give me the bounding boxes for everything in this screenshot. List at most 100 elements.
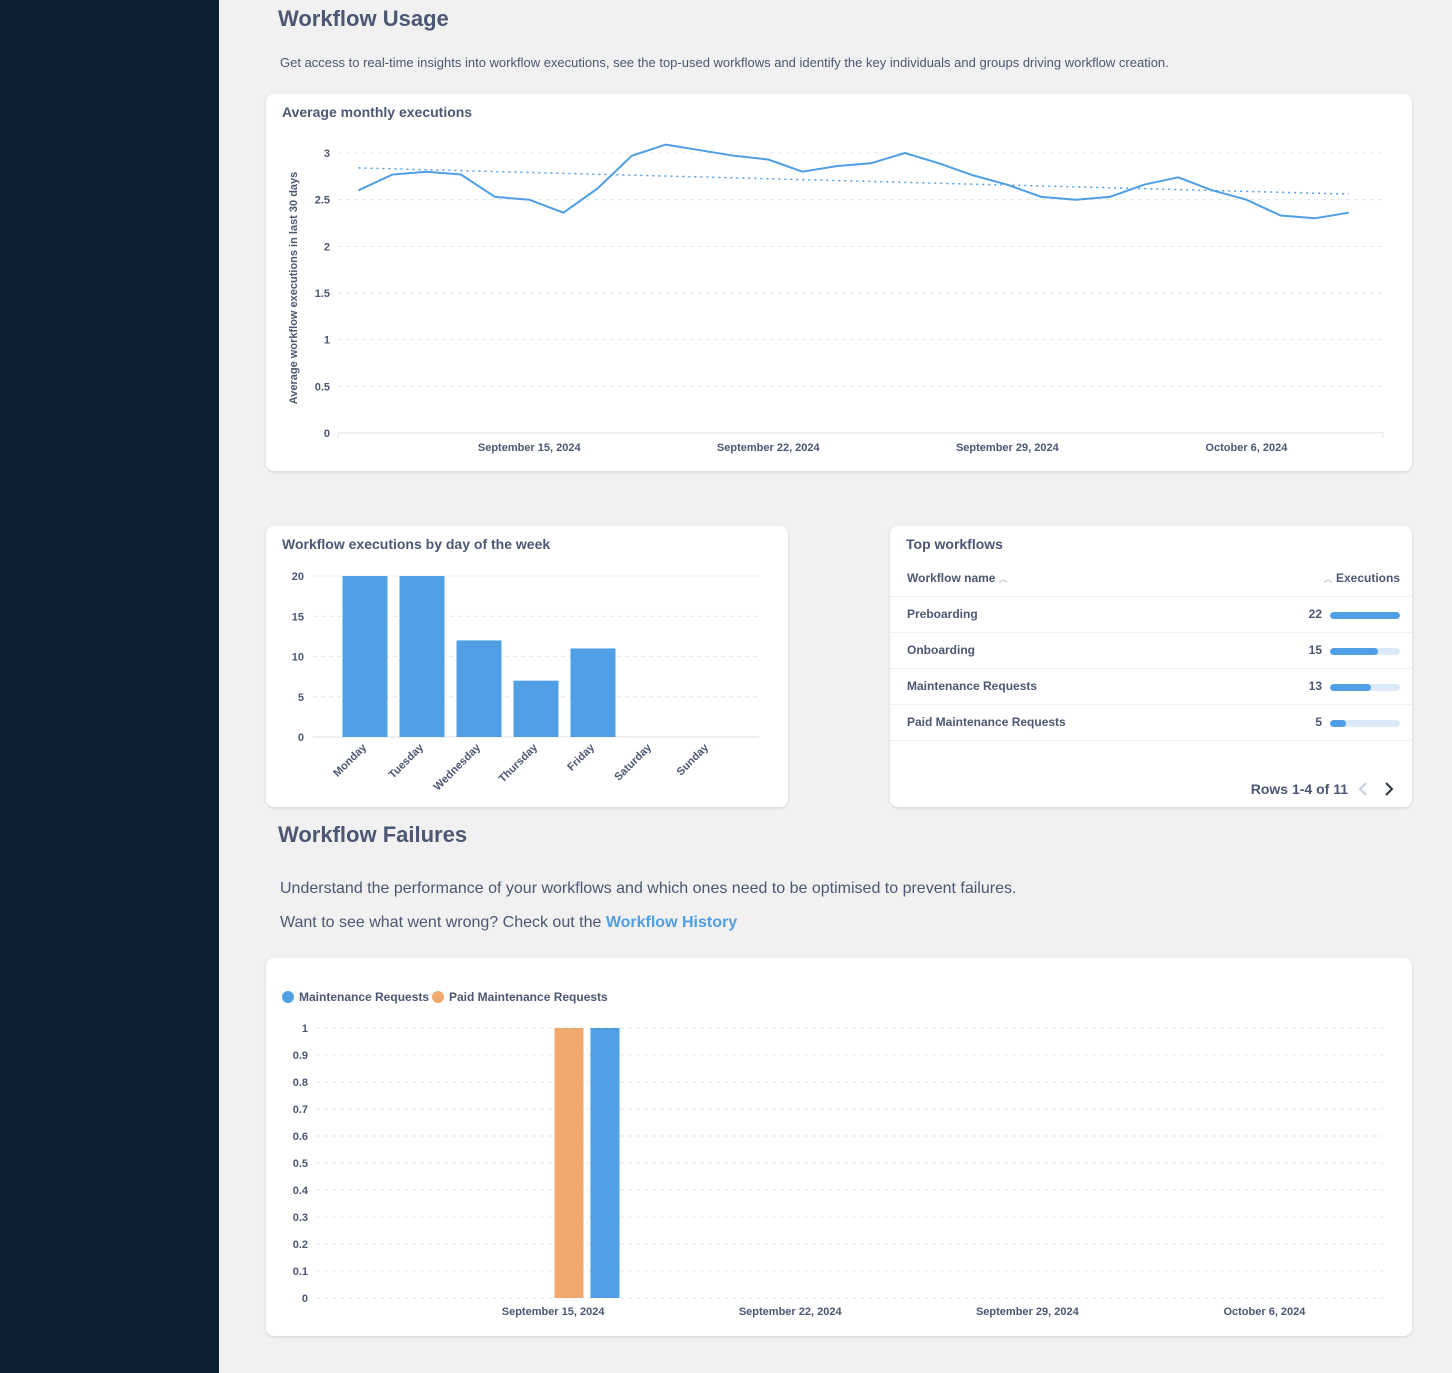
failures-card: Maintenance Requests Paid Maintenance Re… <box>266 958 1412 1336</box>
chevron-left-icon <box>1358 782 1367 796</box>
y-tick-label: 0 <box>298 732 304 744</box>
series-line <box>358 143 1349 220</box>
executions-cell: 13 <box>1308 679 1322 693</box>
workflow-name-cell: Preboarding <box>907 607 978 621</box>
bar-friday <box>570 648 616 737</box>
top-workflows-card: Top workflows Workflow name ︿ ︿ Executio… <box>890 526 1412 807</box>
executions-bar-track <box>1330 684 1400 691</box>
by-day-title: Workflow executions by day of the week <box>282 536 551 552</box>
avg-monthly-card: Average monthly executions 0 0.5 1 1.5 2 2.5 3… <box>266 94 1412 471</box>
y-tick-label: 0.9 <box>293 1050 308 1062</box>
chevron-right-icon <box>1385 782 1394 796</box>
y-tick-label: 15 <box>292 611 304 623</box>
x-tick-label: September 15, 2024 <box>478 442 582 454</box>
executions-bar-fill <box>1330 720 1347 727</box>
y-tick-label: 0.1 <box>293 1266 308 1278</box>
y-tick-label: 0 <box>302 1293 308 1305</box>
executions-bar-track <box>1330 648 1400 655</box>
col-header-label: Executions <box>1335 571 1400 585</box>
legend-dot <box>282 991 294 1003</box>
y-tick-label: 2 <box>324 241 330 253</box>
x-tick-label: Sunday <box>675 741 712 778</box>
y-tick-label: 0.8 <box>293 1077 308 1089</box>
by-day-chart: 0 5 10 15 20 Monday Tuesday Wednesday Thursday Fr… <box>292 571 759 793</box>
sort-up-icon: ︿ <box>998 574 1008 584</box>
bar-paid-maintenance-requests <box>554 1028 584 1298</box>
executions-cell: 15 <box>1308 643 1322 657</box>
workflow-name-cell: Paid Maintenance Requests <box>907 715 1066 729</box>
y-tick-label: 20 <box>292 571 304 583</box>
history-prefix: Want to see what went wrong? Check out t… <box>280 914 602 931</box>
legend-item-maintenance[interactable]: Maintenance Requests <box>282 990 429 1004</box>
usage-description: Get access to real-time insights into wo… <box>280 55 1169 70</box>
workflow-name-cell: Maintenance Requests <box>907 679 1038 693</box>
failures-description: Understand the performance of your workf… <box>280 880 1017 897</box>
failures-section-title: Workflow Failures <box>278 822 468 847</box>
y-tick-label: 1 <box>324 335 330 347</box>
by-day-card: Workflow executions by day of the week 0… <box>266 526 788 807</box>
failures-chart: 0 0.1 0.2 0.3 0.4 0.5 0.6 0.7 0.8 0.9 1 September 1… <box>293 1023 1383 1318</box>
x-tick-label: October 6, 2024 <box>1223 1306 1306 1318</box>
bar-wednesday <box>456 640 502 737</box>
x-tick-label: September 22, 2024 <box>717 442 821 454</box>
x-tick-label: September 29, 2024 <box>976 1306 1080 1318</box>
table-row[interactable]: Preboarding 22 <box>890 596 1412 633</box>
next-page-button[interactable] <box>1380 778 1398 800</box>
executions-bar-track <box>1330 720 1400 727</box>
table-row[interactable]: Paid Maintenance Requests 5 <box>890 704 1412 741</box>
workflow-name-cell: Onboarding <box>907 643 975 657</box>
top-workflows-title: Top workflows <box>906 536 1003 552</box>
executions-bar-fill <box>1330 648 1378 655</box>
y-tick-label: 0 <box>324 428 330 440</box>
x-tick-label: Tuesday <box>387 741 427 781</box>
col-header-label: Workflow name <box>907 571 996 585</box>
failures-history-text: Want to see what went wrong? Check out t… <box>280 914 737 932</box>
y-tick-label: 0.2 <box>293 1239 308 1251</box>
bar-tuesday <box>399 576 445 737</box>
x-tick-label: September 22, 2024 <box>739 1306 843 1318</box>
table-row[interactable]: Maintenance Requests 13 <box>890 668 1412 705</box>
avg-monthly-chart: 0 0.5 1 1.5 2 2.5 3 September 15, 2024 September… <box>288 143 1384 454</box>
executions-bar-track <box>1330 612 1400 619</box>
legend-item-paid-maintenance[interactable]: Paid Maintenance Requests <box>432 990 608 1004</box>
sort-up-icon: ︿ <box>1323 574 1333 584</box>
bar-thursday <box>513 680 559 737</box>
x-tick-label: Friday <box>565 741 597 773</box>
sidebar <box>0 0 219 1373</box>
y-tick-label: 5 <box>298 692 304 704</box>
y-tick-label: 10 <box>292 652 304 664</box>
avg-monthly-title: Average monthly executions <box>282 104 473 120</box>
y-axis-label: Average workflow executions in last 30 d… <box>288 172 300 405</box>
x-tick-label: Wednesday <box>432 741 484 793</box>
table-bottom-border <box>890 740 1412 777</box>
y-tick-label: 0.3 <box>293 1212 308 1224</box>
executions-bar-fill <box>1330 612 1400 619</box>
y-tick-label: 1.5 <box>315 288 330 300</box>
bar-maintenance-requests <box>590 1028 620 1298</box>
executions-cell: 5 <box>1315 715 1322 729</box>
legend-label: Maintenance Requests <box>299 990 430 1004</box>
y-tick-label: 1 <box>302 1023 308 1035</box>
col-header-workflow-name[interactable]: Workflow name ︿ <box>907 571 1008 585</box>
x-tick-label: September 15, 2024 <box>502 1306 606 1318</box>
bar-monday <box>342 576 388 737</box>
legend-label: Paid Maintenance Requests <box>449 990 608 1004</box>
previous-page-button[interactable] <box>1354 778 1372 800</box>
x-tick-label: October 6, 2024 <box>1205 442 1288 454</box>
trend-line <box>358 167 1349 195</box>
y-tick-label: 2.5 <box>315 195 330 207</box>
x-tick-label: Saturday <box>612 741 654 783</box>
usage-section-title: Workflow Usage <box>278 6 449 31</box>
executions-bar-fill <box>1330 684 1372 691</box>
x-tick-label: Monday <box>331 741 369 779</box>
y-tick-label: 3 <box>324 148 330 160</box>
y-tick-label: 0.7 <box>293 1104 308 1116</box>
y-tick-label: 0.4 <box>293 1185 309 1197</box>
executions-cell: 22 <box>1308 607 1322 621</box>
x-tick-label: September 29, 2024 <box>956 442 1060 454</box>
y-tick-label: 0.6 <box>293 1131 308 1143</box>
pagination-label: Rows 1-4 of 11 <box>1250 781 1348 797</box>
col-header-executions[interactable]: ︿ Executions <box>1324 571 1400 585</box>
table-row[interactable]: Onboarding 15 <box>890 632 1412 669</box>
workflow-history-link[interactable]: Workflow History <box>605 914 738 931</box>
